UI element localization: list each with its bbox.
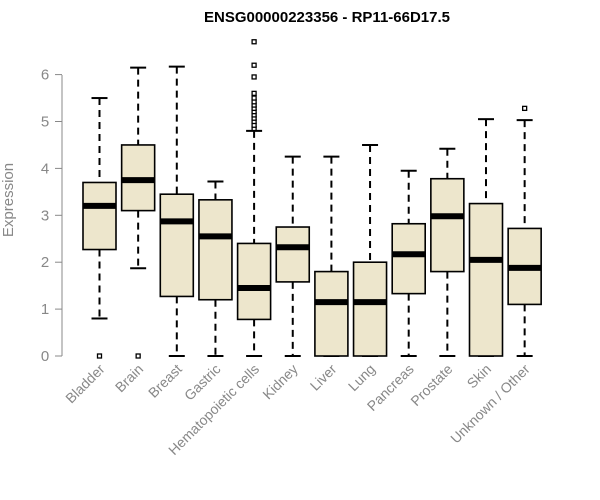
box-brain xyxy=(120,66,156,359)
box-kidney xyxy=(275,155,311,357)
iqr-box xyxy=(314,270,349,357)
iqr-box xyxy=(468,202,504,357)
iqr-box xyxy=(82,181,117,251)
iqr-box xyxy=(391,222,427,295)
y-axis-ticks: 0 1 2 3 4 5 6 xyxy=(41,67,62,365)
x-tick-label: Brain xyxy=(112,361,146,395)
outlier-point xyxy=(522,105,528,112)
iqr-box xyxy=(198,199,233,301)
outlier-point xyxy=(251,74,257,80)
iqr-box xyxy=(352,261,388,357)
x-tick-label: Lung xyxy=(345,361,378,394)
x-tick-label: Liver xyxy=(307,361,340,394)
iqr-box xyxy=(236,242,272,321)
box-liver xyxy=(314,155,349,357)
y-tick-label: 0 xyxy=(41,348,49,365)
y-tick-label: 1 xyxy=(41,301,49,318)
outlier-point xyxy=(135,353,141,359)
y-tick-label: 4 xyxy=(41,160,49,177)
outlier-point xyxy=(96,353,103,359)
box-gastric xyxy=(198,180,233,357)
y-tick-label: 3 xyxy=(41,207,49,224)
iqr-box xyxy=(275,226,311,283)
box-lung xyxy=(352,143,388,357)
x-tick-label: Breast xyxy=(145,361,185,401)
box-skin xyxy=(468,118,504,357)
y-tick-label: 5 xyxy=(41,114,49,131)
box-hematopoietic-cells xyxy=(236,39,272,357)
x-tick-label: Bladder xyxy=(62,361,108,407)
box-breast xyxy=(159,65,195,357)
iqr-box xyxy=(159,193,195,298)
y-tick-label: 6 xyxy=(41,67,49,84)
y-tick-label: 2 xyxy=(41,254,49,271)
box-series xyxy=(82,39,542,359)
x-tick-label: Kidney xyxy=(259,361,301,403)
y-axis-label: Expression xyxy=(0,163,17,237)
x-tick-label: Skin xyxy=(464,361,495,392)
x-tick-label: Prostate xyxy=(407,361,455,409)
outlier-point xyxy=(251,90,257,97)
box-bladder xyxy=(82,97,117,359)
outlier-point xyxy=(251,95,257,101)
iqr-box xyxy=(430,177,465,273)
chart-title: ENSG00000223356 - RP11-66D17.5 xyxy=(204,9,450,26)
box-pancreas xyxy=(391,169,427,357)
box-unknown-other xyxy=(507,105,542,357)
outlier-point xyxy=(251,39,257,45)
outlier-point xyxy=(251,62,257,68)
box-prostate xyxy=(430,147,465,357)
